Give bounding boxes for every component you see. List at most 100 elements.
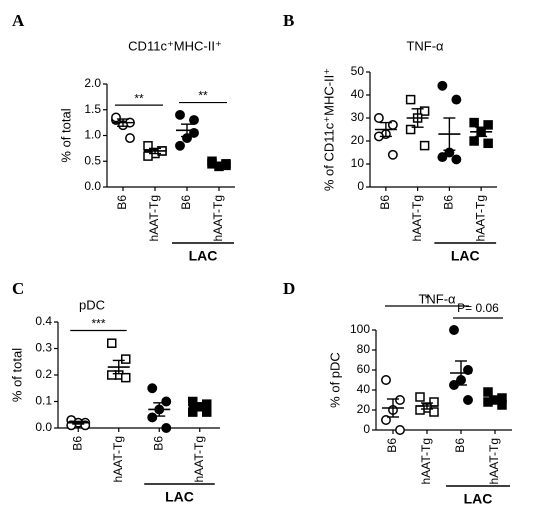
data-point <box>415 392 425 402</box>
data-point <box>175 109 185 120</box>
panel-letter: A <box>12 11 25 30</box>
y-tick-label: 1.5 <box>84 102 101 116</box>
x-tick-label: B6 <box>70 436 84 451</box>
data-point <box>107 338 117 348</box>
data-point <box>121 354 131 364</box>
significance-label: P= 0.06 <box>457 301 499 315</box>
panel-letter: C <box>12 279 24 298</box>
chart-title: TNF-α <box>406 38 444 53</box>
y-tick-label: 50 <box>351 64 365 78</box>
y-tick-label: 0.4 <box>35 314 52 328</box>
chart-title: TNF-α <box>418 291 456 306</box>
data-point <box>188 396 198 407</box>
y-tick-label: 0.1 <box>35 394 52 408</box>
x-tick-label: B6 <box>442 195 456 210</box>
data-point <box>107 370 117 380</box>
data-point <box>497 400 507 410</box>
data-point <box>373 113 384 123</box>
y-tick-label: 40 <box>351 87 365 101</box>
data-point <box>125 133 135 144</box>
group-label: LAC <box>165 489 194 505</box>
group-label: LAC <box>464 491 493 507</box>
group-label: LAC <box>451 248 480 264</box>
x-tick-label: B6 <box>115 195 129 210</box>
data-point <box>387 149 398 160</box>
x-tick-label: hAAT-Tg <box>419 438 433 484</box>
data-point <box>451 154 462 165</box>
data-point <box>483 138 493 149</box>
data-point <box>147 383 158 394</box>
x-tick-label: hAAT-Tg <box>410 195 424 241</box>
y-tick-label: 0 <box>357 179 364 193</box>
data-point <box>381 375 391 385</box>
significance-label: * <box>425 292 430 306</box>
data-point <box>381 415 391 425</box>
significance-label: *** <box>91 317 105 331</box>
data-point <box>395 395 405 405</box>
data-point <box>469 117 479 128</box>
y-tick-label: 0.0 <box>84 179 101 193</box>
x-tick-label: hAAT-Tg <box>487 438 501 484</box>
data-point <box>449 325 459 335</box>
data-point <box>202 407 212 417</box>
y-axis-label: % of total <box>58 108 73 162</box>
chart-title: CD11c⁺MHC-II⁺ <box>128 38 222 53</box>
data-point <box>451 94 462 105</box>
y-tick-label: 30 <box>351 110 365 124</box>
data-point <box>463 395 473 405</box>
y-tick-label: 80 <box>357 342 371 356</box>
x-tick-label: hAAT-Tg <box>147 195 161 241</box>
data-point <box>111 112 121 123</box>
panel-letter: B <box>283 11 294 30</box>
data-point <box>143 141 153 151</box>
data-point <box>415 405 425 415</box>
data-point <box>161 396 172 407</box>
data-point <box>437 80 448 91</box>
y-tick-label: 0.0 <box>35 420 52 434</box>
chart-title: pDC <box>79 297 105 312</box>
data-point <box>143 151 153 161</box>
x-tick-label: hAAT-Tg <box>473 195 487 241</box>
significance-label: ** <box>198 89 208 103</box>
data-point <box>175 140 185 151</box>
x-tick-label: B6 <box>378 195 392 210</box>
y-tick-label: 0.3 <box>35 341 52 355</box>
x-tick-label: hAAT-Tg <box>211 195 225 241</box>
data-point <box>419 140 430 151</box>
y-tick-label: 0.5 <box>84 153 101 167</box>
y-tick-label: 20 <box>357 402 371 416</box>
data-point <box>419 106 430 116</box>
data-point <box>161 423 172 433</box>
panel-letter: D <box>283 279 295 298</box>
data-point <box>469 136 479 146</box>
data-point <box>189 115 199 126</box>
y-tick-label: 60 <box>357 362 371 376</box>
data-point <box>483 120 493 130</box>
y-tick-label: 40 <box>357 382 371 396</box>
data-point <box>405 124 416 135</box>
group-label: LAC <box>189 248 218 264</box>
data-point <box>463 365 473 375</box>
x-tick-label: B6 <box>179 195 193 210</box>
data-point <box>188 407 198 417</box>
y-tick-label: 1.0 <box>84 128 101 142</box>
significance-label: ** <box>134 91 144 105</box>
data-point <box>147 412 158 423</box>
y-axis-label: % of pDC <box>327 352 342 408</box>
data-point <box>121 372 131 383</box>
y-tick-label: 0 <box>363 422 370 436</box>
y-tick-label: 100 <box>350 322 370 336</box>
y-tick-label: 2.0 <box>84 76 101 90</box>
data-point <box>429 407 439 417</box>
data-point <box>483 387 493 397</box>
x-tick-label: hAAT-Tg <box>192 436 206 482</box>
y-tick-label: 20 <box>351 133 365 147</box>
data-point <box>437 152 448 163</box>
data-point <box>395 425 405 435</box>
x-tick-label: B6 <box>151 436 165 451</box>
x-tick-label: B6 <box>385 438 399 453</box>
data-point <box>405 94 416 105</box>
y-axis-label: % of CD11c⁺MHC-II⁺ <box>321 68 336 191</box>
y-axis-label: % of total <box>9 348 24 402</box>
